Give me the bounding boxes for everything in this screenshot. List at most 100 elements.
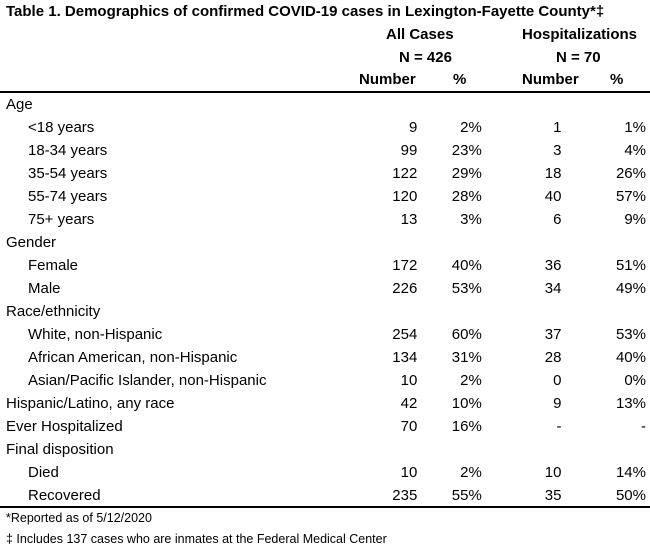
all-cases-number-cell bbox=[359, 231, 418, 254]
table-row: Hispanic/Latino, any race 42 10% 9 13% bbox=[0, 392, 650, 415]
all-cases-percent-cell bbox=[417, 438, 482, 461]
hosp-number-cell: 35 bbox=[544, 487, 562, 504]
table-row: Female 172 40% 36 51% bbox=[0, 254, 650, 277]
hosp-percent-cell bbox=[561, 300, 650, 323]
section-row: Final disposition bbox=[0, 438, 650, 461]
all-cases-percent-cell bbox=[417, 231, 482, 254]
table-row: African American, non-Hispanic 134 31% 28 40… bbox=[0, 346, 650, 369]
table-row: Ever Hospitalized 70 16% - - bbox=[0, 415, 650, 438]
hosp-number-cell: 28 bbox=[544, 349, 562, 366]
hosp-percent-cell: 13% bbox=[615, 395, 646, 412]
row-label: Ever Hospitalized bbox=[6, 418, 123, 435]
table-row: Male 226 53% 34 49% bbox=[0, 277, 650, 300]
hosp-number-cell: 37 bbox=[544, 326, 562, 343]
all-cases-number-cell: 122 bbox=[392, 165, 418, 182]
hosp-number-cell: 34 bbox=[544, 280, 562, 297]
all-cases-number-cell: 13 bbox=[400, 211, 418, 228]
hosp-number-cell: 1 bbox=[553, 119, 562, 136]
all-cases-number-header: Number bbox=[359, 71, 416, 88]
all-cases-percent-cell: 2% bbox=[460, 119, 482, 136]
table-row: 35-54 years 122 29% 18 26% bbox=[0, 162, 650, 185]
all-cases-number-cell bbox=[359, 300, 418, 323]
all-cases-percent-cell: 23% bbox=[451, 142, 482, 159]
all-cases-percent-cell: 40% bbox=[451, 257, 482, 274]
all-cases-number-cell: 10 bbox=[400, 372, 418, 389]
section-label: Age bbox=[6, 96, 33, 113]
all-cases-percent-cell: 29% bbox=[451, 165, 482, 182]
hosp-number-cell bbox=[482, 300, 562, 323]
row-label: Recovered bbox=[28, 487, 101, 504]
all-cases-number-cell: 120 bbox=[392, 188, 418, 205]
header-rule bbox=[0, 91, 650, 93]
table-row: White, non-Hispanic 254 60% 37 53% bbox=[0, 323, 650, 346]
hosp-percent-cell: 26% bbox=[615, 165, 646, 182]
hosp-number-cell: 0 bbox=[553, 372, 562, 389]
row-label: Asian/Pacific Islander, non-Hispanic bbox=[28, 372, 267, 389]
hospitalizations-header: Hospitalizations bbox=[522, 26, 638, 43]
hosp-percent-cell: 49% bbox=[615, 280, 646, 297]
row-label: Died bbox=[28, 464, 59, 481]
hosp-percent-cell bbox=[561, 231, 650, 254]
hosp-number-cell bbox=[482, 438, 562, 461]
all-cases-percent-cell: 53% bbox=[451, 280, 482, 297]
row-label: 18-34 years bbox=[28, 142, 108, 159]
hosp-percent-cell: 53% bbox=[615, 326, 646, 343]
section-label: Race/ethnicity bbox=[6, 303, 101, 320]
hosp-percent-cell: 14% bbox=[615, 464, 646, 481]
hosp-number-cell bbox=[482, 93, 562, 116]
hosp-percent-cell: 57% bbox=[615, 188, 646, 205]
hosp-percent-cell: 0% bbox=[624, 372, 646, 389]
hosp-number-cell: 18 bbox=[544, 165, 562, 182]
section-row: Age bbox=[0, 93, 650, 116]
all-cases-header: All Cases bbox=[386, 26, 454, 43]
table-title: Table 1. Demographics of confirmed COVID… bbox=[6, 3, 605, 20]
section-label: Final disposition bbox=[6, 441, 114, 458]
table-row: Died 10 2% 10 14% bbox=[0, 461, 650, 484]
table-row: Recovered 235 55% 35 50% bbox=[0, 484, 650, 507]
all-cases-number-cell: 172 bbox=[392, 257, 418, 274]
hosp-percent-cell: 4% bbox=[624, 142, 646, 159]
all-cases-percent-cell: 55% bbox=[451, 487, 482, 504]
hosp-number-cell: 3 bbox=[553, 142, 562, 159]
table-row: 75+ years 13 3% 6 9% bbox=[0, 208, 650, 231]
row-label: <18 years bbox=[28, 119, 95, 136]
hosp-number-cell: 6 bbox=[553, 211, 562, 228]
all-cases-number-cell bbox=[359, 438, 418, 461]
all-cases-percent-cell: 31% bbox=[451, 349, 482, 366]
hosp-percent-header: % bbox=[610, 71, 624, 88]
hosp-number-cell: 10 bbox=[544, 464, 562, 481]
all-cases-percent-cell: 2% bbox=[460, 372, 482, 389]
all-cases-number-cell: 254 bbox=[392, 326, 418, 343]
all-cases-percent-cell bbox=[417, 93, 482, 116]
footnote-inmates: ‡ Includes 137 cases who are inmates at … bbox=[6, 532, 387, 546]
all-cases-percent-cell: 3% bbox=[460, 211, 482, 228]
hosp-percent-cell bbox=[561, 93, 650, 116]
all-cases-percent-cell: 60% bbox=[451, 326, 482, 343]
hospitalizations-n: N = 70 bbox=[556, 49, 601, 66]
hosp-number-header: Number bbox=[522, 71, 579, 88]
hosp-percent-cell: 9% bbox=[624, 211, 646, 228]
hosp-number-cell bbox=[482, 231, 562, 254]
hosp-percent-cell bbox=[561, 438, 650, 461]
all-cases-percent-cell: 16% bbox=[451, 418, 482, 435]
hosp-percent-cell: 1% bbox=[624, 119, 646, 136]
hosp-percent-cell: 40% bbox=[615, 349, 646, 366]
section-label: Gender bbox=[6, 234, 57, 251]
all-cases-number-cell: 9 bbox=[408, 119, 418, 136]
section-row: Gender bbox=[0, 231, 650, 254]
all-cases-number-cell: 10 bbox=[400, 464, 418, 481]
all-cases-number-cell: 99 bbox=[400, 142, 418, 159]
section-row: Race/ethnicity bbox=[0, 300, 650, 323]
hosp-number-cell: 9 bbox=[553, 395, 562, 412]
hosp-percent-cell: 51% bbox=[615, 257, 646, 274]
table-row: 18-34 years 99 23% 3 4% bbox=[0, 139, 650, 162]
row-label: 75+ years bbox=[28, 211, 95, 228]
all-cases-percent-cell: 2% bbox=[460, 464, 482, 481]
all-cases-percent-cell: 10% bbox=[451, 395, 482, 412]
all-cases-number-cell: 235 bbox=[392, 487, 418, 504]
all-cases-number-cell bbox=[359, 93, 418, 116]
all-cases-percent-cell bbox=[417, 300, 482, 323]
hosp-percent-cell: - bbox=[641, 418, 646, 435]
row-label: White, non-Hispanic bbox=[28, 326, 163, 343]
row-label: Female bbox=[28, 257, 79, 274]
